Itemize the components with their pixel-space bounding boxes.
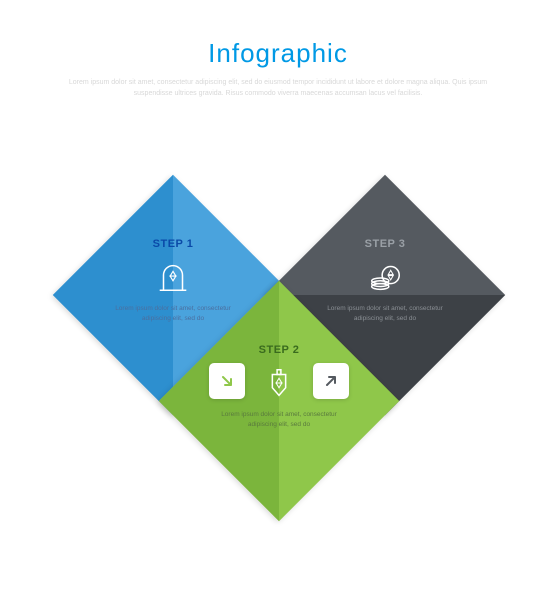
step-2-desc: Lorem ipsum dolor sit amet, consectetur … <box>194 410 364 430</box>
arrow-down-right-icon <box>219 373 235 389</box>
step-3-label: STEP 3 <box>365 238 406 250</box>
arrow-up-right-icon <box>323 373 339 389</box>
connector-2 <box>313 363 349 399</box>
page-title: Infographic <box>0 38 556 69</box>
coins-star-icon <box>364 256 406 298</box>
dreidel-star-icon <box>258 362 300 404</box>
step-2-diamond: STEP 2 Lorem ipsum dolor sit amet, conse… <box>159 281 399 521</box>
tombstone-star-icon <box>152 256 194 298</box>
intro-text: Lorem ipsum dolor sit amet, consectetur … <box>60 78 496 99</box>
step-1-label: STEP 1 <box>153 238 194 250</box>
connector-1 <box>209 363 245 399</box>
infographic-stage: STEP 1 Lorem ipsum dolor sit amet, conse… <box>0 160 556 560</box>
step-2-label: STEP 2 <box>259 344 300 356</box>
